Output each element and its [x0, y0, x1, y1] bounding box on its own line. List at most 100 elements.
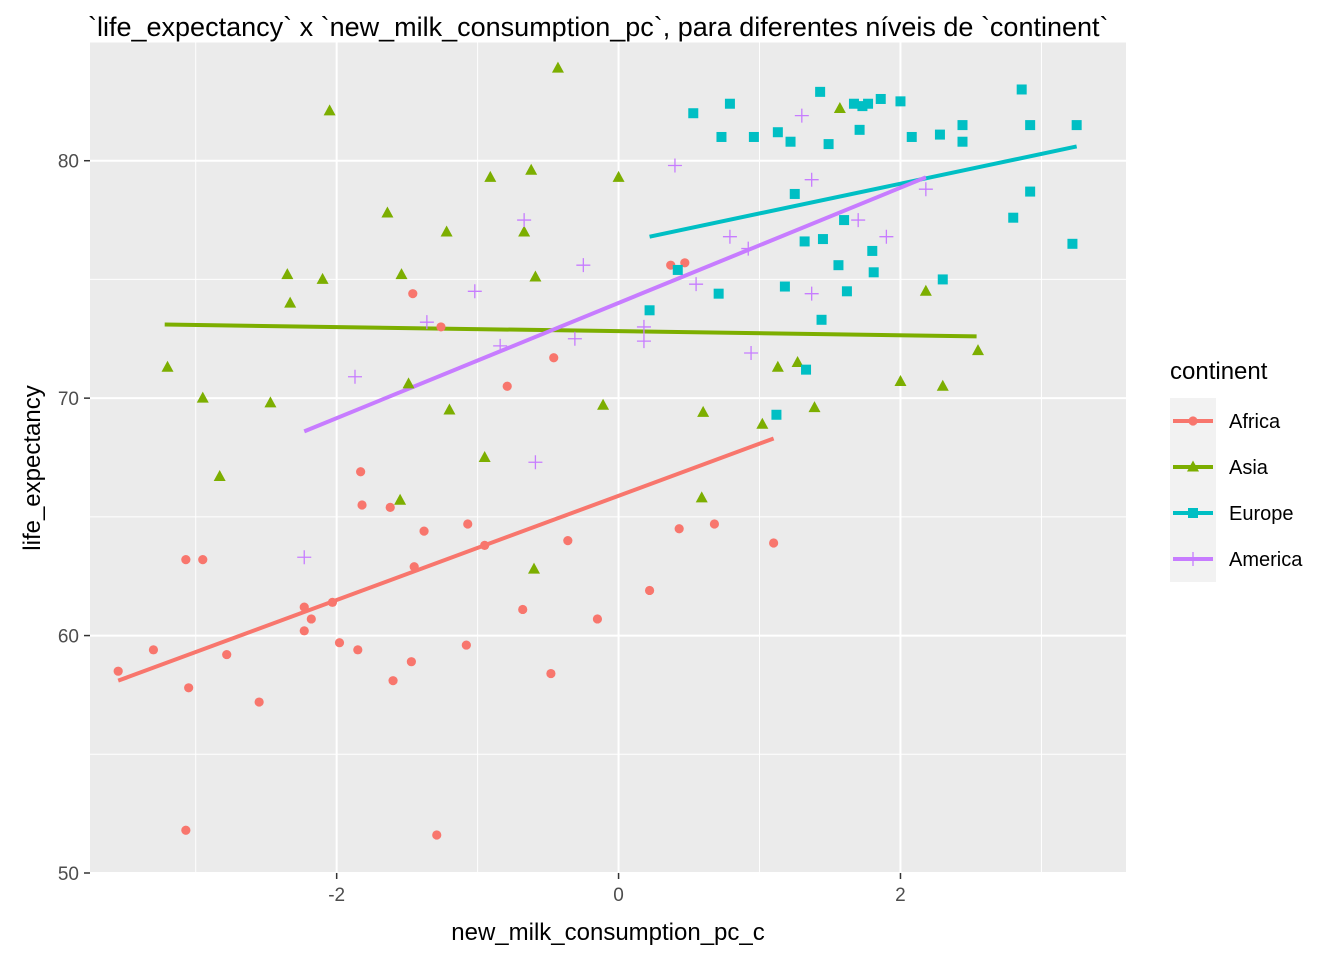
data-point-africa — [549, 353, 559, 363]
data-point-africa — [357, 500, 367, 510]
data-point-asia — [528, 562, 540, 574]
legend-item-europe: Europe — [1170, 490, 1294, 536]
data-point-europe — [848, 98, 859, 109]
fit-line-africa — [117, 436, 775, 683]
data-point-america — [576, 258, 591, 273]
data-point-america — [528, 455, 543, 470]
data-point-asia — [791, 356, 804, 368]
data-point-europe — [854, 124, 865, 135]
data-point-asia — [697, 405, 710, 417]
x-tick-label: -2 — [328, 885, 345, 906]
data-point-africa — [198, 554, 208, 565]
data-point-europe — [839, 215, 850, 226]
series-america-points — [297, 108, 933, 565]
data-point-america — [467, 284, 482, 299]
data-point-africa — [356, 467, 366, 477]
data-point-europe — [785, 136, 796, 147]
data-point-america — [517, 213, 532, 228]
data-point-europe — [1071, 120, 1082, 131]
legend-item-asia: Asia — [1170, 444, 1269, 490]
data-point-africa — [518, 604, 528, 615]
legend-label: Asia — [1229, 457, 1269, 479]
data-point-europe — [957, 136, 968, 147]
data-point-africa — [644, 585, 655, 596]
data-point-asia — [529, 270, 542, 282]
data-point-america — [667, 158, 682, 173]
data-point-europe — [672, 264, 683, 275]
fit-line-america — [303, 175, 927, 434]
data-point-africa — [463, 519, 473, 529]
data-point-asia — [440, 225, 453, 237]
fit-line-europe — [649, 144, 1078, 239]
data-point-africa — [436, 322, 446, 332]
data-point-america — [804, 286, 819, 301]
data-point-europe — [817, 234, 828, 245]
legend-item-america: America — [1170, 536, 1303, 582]
data-point-europe — [906, 131, 917, 142]
data-point-africa — [353, 645, 363, 655]
data-point-asia — [484, 170, 497, 182]
data-point-asia — [919, 284, 932, 296]
data-point-asia — [443, 403, 456, 415]
data-point-africa — [181, 825, 191, 835]
chart-title: `life_expectancy` x `new_milk_consumptio… — [88, 12, 1109, 42]
data-point-africa — [327, 597, 338, 607]
data-point-asia — [808, 401, 821, 413]
data-point-africa — [461, 640, 471, 650]
data-point-europe — [772, 127, 783, 138]
data-point-europe — [801, 364, 812, 375]
data-point-asia — [518, 225, 531, 237]
data-point-africa — [480, 540, 490, 550]
data-point-asia — [894, 375, 907, 387]
legend-key-marker — [1188, 416, 1198, 426]
axes: -2 0 2 50 60 70 80 — [58, 152, 906, 906]
legend-item-africa: Africa — [1170, 398, 1281, 444]
data-point-asia — [972, 344, 984, 356]
data-point-africa — [299, 602, 309, 612]
data-point-asia — [281, 268, 294, 280]
data-point-america — [918, 182, 933, 197]
data-point-africa — [334, 638, 345, 648]
legend-label: Africa — [1229, 411, 1281, 433]
data-point-africa — [148, 645, 159, 655]
x-axis-title: new_milk_consumption_pc_c — [451, 919, 765, 946]
data-point-america — [744, 346, 759, 361]
data-point-europe — [644, 305, 655, 316]
scatter-points — [113, 61, 1082, 840]
series-asia-points — [161, 61, 984, 574]
data-point-africa — [222, 649, 232, 660]
data-point-asia — [695, 491, 708, 503]
data-point-europe — [1025, 120, 1036, 131]
data-point-africa — [306, 614, 316, 624]
data-point-america — [493, 338, 508, 353]
data-point-europe — [957, 120, 968, 131]
x-tick-label: 2 — [895, 885, 906, 906]
data-point-asia — [381, 206, 394, 218]
data-point-asia — [525, 163, 538, 175]
data-point-africa — [592, 614, 603, 624]
data-point-europe — [867, 245, 878, 256]
data-point-america — [722, 229, 737, 244]
data-point-asia — [196, 391, 209, 403]
data-point-europe — [724, 98, 735, 109]
legend: continent Africa Asia Europe America — [1170, 358, 1303, 582]
data-point-europe — [1016, 84, 1027, 95]
data-point-europe — [857, 101, 868, 112]
data-point-europe — [688, 108, 699, 119]
data-point-europe — [713, 288, 724, 299]
data-point-asia — [316, 272, 329, 284]
data-point-europe — [841, 286, 852, 297]
data-point-america — [879, 229, 894, 244]
data-point-africa — [408, 289, 418, 299]
data-point-america — [689, 277, 704, 292]
data-point-asia — [323, 104, 336, 116]
data-point-africa — [563, 536, 573, 546]
data-point-europe — [934, 129, 945, 140]
data-point-asia — [551, 61, 564, 73]
data-point-africa — [113, 666, 123, 676]
data-point-europe — [789, 188, 800, 199]
data-point-europe — [1025, 186, 1036, 197]
data-point-europe — [1008, 212, 1019, 223]
data-point-europe — [895, 96, 906, 107]
